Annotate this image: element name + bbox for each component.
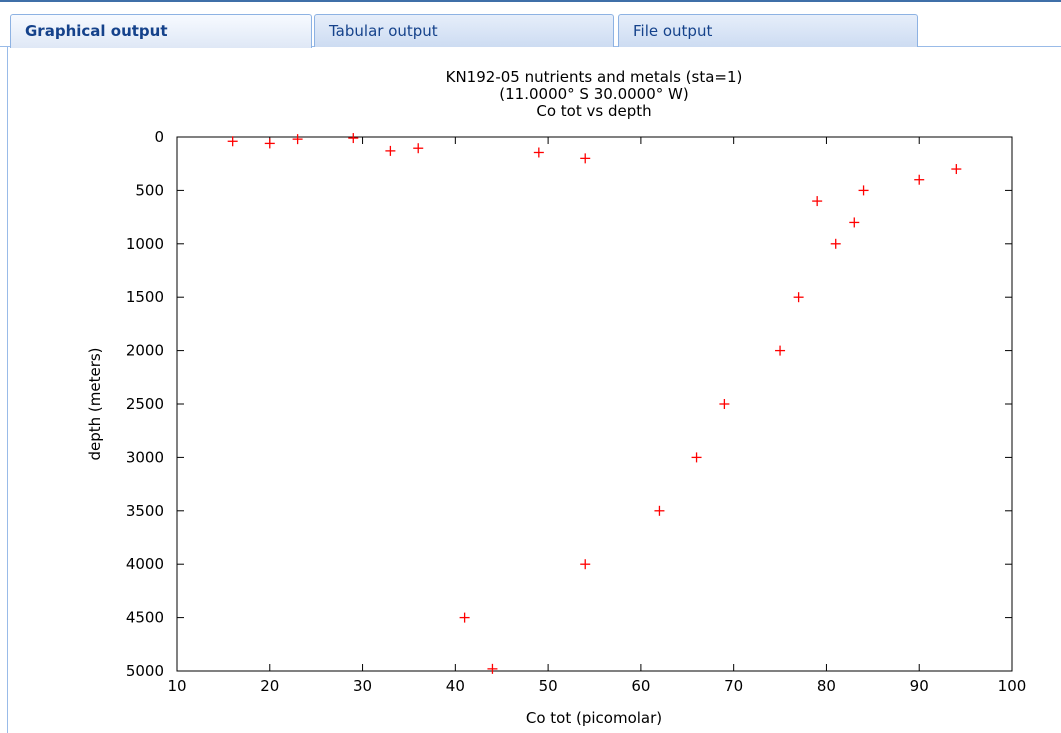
y-tick-label: 5000 <box>126 662 164 680</box>
data-point <box>691 452 702 463</box>
chart-title-line-2: (11.0000° S 30.0000° W) <box>499 85 688 103</box>
plot-frame <box>176 136 1013 672</box>
chart-title-line-1: KN192-05 nutrients and metals (sta=1) <box>446 68 743 86</box>
x-tick-label: 10 <box>167 677 186 695</box>
y-tick-label: 1000 <box>126 235 164 253</box>
chart-title-line-3: Co tot vs depth <box>536 102 651 120</box>
tab-file-output[interactable]: File output <box>618 14 918 47</box>
x-tick-label: 60 <box>631 677 650 695</box>
data-point <box>830 238 841 249</box>
y-tick-label: 3000 <box>126 448 164 466</box>
x-tick-label: 50 <box>539 677 558 695</box>
data-point <box>487 663 498 674</box>
data-point <box>849 217 860 228</box>
data-point <box>914 174 925 185</box>
y-tick-label: 4500 <box>126 609 164 627</box>
y-tick-label: 2500 <box>126 395 164 413</box>
x-axis-label: Co tot (picomolar) <box>526 709 662 727</box>
y-tick-label: 1500 <box>126 288 164 306</box>
data-point <box>292 134 303 145</box>
data-point <box>459 612 470 623</box>
panel-left-border <box>7 47 8 733</box>
y-tick-label: 3500 <box>126 502 164 520</box>
data-point <box>654 505 665 516</box>
y-axis-label: depth (meters) <box>86 347 104 460</box>
data-point <box>775 345 786 356</box>
data-point <box>533 147 544 158</box>
tab-graphical-output[interactable]: Graphical output <box>10 14 312 48</box>
data-point <box>951 164 962 175</box>
y-tick-label: 4000 <box>126 555 164 573</box>
data-point <box>812 196 823 207</box>
y-axis: 0 500 1000 1500 2000 2500 3000 3500 4000 4500 5000 <box>126 128 1012 680</box>
data-point <box>793 292 804 303</box>
y-tick-label: 0 <box>154 128 164 146</box>
x-tick-label: 100 <box>998 677 1027 695</box>
data-point <box>580 559 591 570</box>
x-tick-label: 70 <box>724 677 743 695</box>
data-point <box>413 143 424 154</box>
data-point <box>719 399 730 409</box>
top-border <box>0 0 1061 2</box>
data-points <box>227 133 962 674</box>
data-point <box>348 133 359 144</box>
x-tick-label: 30 <box>353 677 372 695</box>
tab-bar: Graphical output Tabular output File out… <box>0 2 1061 48</box>
x-tick-label: 40 <box>446 677 465 695</box>
data-point <box>264 138 275 149</box>
x-axis: 10 20 30 40 50 60 70 80 90 100 <box>167 137 1026 695</box>
x-tick-label: 90 <box>910 677 929 695</box>
data-point <box>227 136 238 147</box>
data-point <box>580 153 591 164</box>
scatter-chart: KN192-05 nutrients and metals (sta=1) (1… <box>86 68 1026 727</box>
data-point <box>858 185 869 196</box>
tab-tabular-output[interactable]: Tabular output <box>314 14 614 47</box>
y-tick-label: 500 <box>135 181 164 199</box>
x-tick-label: 20 <box>260 677 279 695</box>
y-tick-label: 2000 <box>126 342 164 360</box>
data-point <box>385 145 396 156</box>
x-tick-label: 80 <box>817 677 836 695</box>
